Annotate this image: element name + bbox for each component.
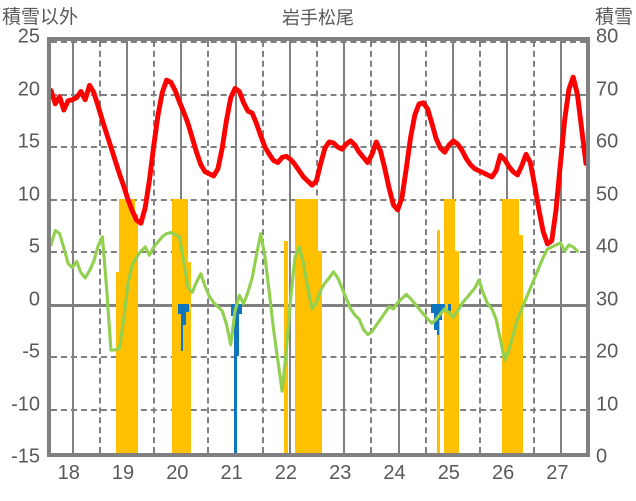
vertical-gridline (370, 41, 373, 453)
vertical-gridline (478, 41, 481, 453)
y-axis-left-tick: 15 (17, 130, 40, 153)
snow-depth-bar (454, 251, 460, 453)
y-axis-left-tick: 20 (17, 78, 40, 100)
snow-depth-bar (295, 198, 319, 453)
snowfall-bar (236, 303, 240, 356)
x-axis-tick: 18 (57, 462, 80, 484)
y-axis-left-tick: -5 (22, 340, 40, 363)
left-axis-header: 積雪以外 (2, 7, 79, 28)
vertical-gridline (343, 41, 346, 453)
snow-depth-bar (318, 251, 323, 453)
snow-depth-bar (436, 230, 440, 453)
y-axis-left-tick: -15 (11, 445, 40, 468)
snowfall-bar (231, 303, 234, 317)
vertical-gridline (424, 41, 427, 453)
snowfall-bar (180, 303, 184, 351)
horizontal-gridline (51, 198, 586, 201)
y-axis-left-tick: 10 (17, 183, 40, 205)
y-axis-right-tick: 20 (596, 340, 619, 363)
red-temperature-line (51, 74, 586, 247)
y-axis-left-tick: -10 (11, 393, 40, 415)
vertical-gridline (71, 41, 74, 453)
plot-area (47, 37, 590, 457)
page-title: 岩手松尾 (282, 8, 354, 28)
snowfall-bar (431, 303, 434, 313)
x-axis-tick: 23 (329, 462, 352, 484)
y-axis-left-tick: 25 (17, 25, 40, 48)
vertical-gridline (98, 41, 101, 453)
y-axis-right-tick: 70 (596, 78, 619, 100)
snow-depth-bar (119, 198, 135, 453)
line-series-layer (51, 74, 586, 393)
y-axis-right-tick: 60 (596, 130, 619, 153)
x-axis-tick: 20 (166, 462, 189, 484)
snowfall-bar (433, 303, 437, 330)
snowfall-bar (233, 303, 237, 453)
y-axis-right-tick: 30 (596, 288, 619, 310)
snowfall-bar (239, 303, 243, 314)
vertical-gridline (207, 41, 210, 453)
horizontal-gridline (51, 93, 586, 96)
snowfall-bar (178, 303, 181, 314)
vertical-gridline (397, 41, 400, 453)
y-axis-left-tick: 0 (28, 288, 40, 310)
x-axis-tick: 21 (220, 462, 243, 484)
snowfall-bar (441, 303, 446, 310)
x-axis-tick: 27 (546, 462, 569, 484)
y-axis-right-tick: 10 (596, 393, 619, 415)
x-axis-tick: 25 (437, 462, 460, 484)
x-axis-tick: 26 (491, 462, 515, 484)
x-axis-tick: 24 (383, 462, 406, 484)
x-axis-tick: 22 (274, 462, 298, 484)
green-series-line (51, 228, 580, 393)
y-axis-left: 25 20 15 10 5 0 -5 -10 -15 (0, 0, 40, 501)
snowfall-bar (448, 303, 452, 311)
y-axis-right-tick: 0 (596, 445, 608, 468)
vertical-gridline (234, 41, 237, 453)
horizontal-gridline (51, 146, 586, 148)
snowfall-bar (183, 303, 187, 325)
snow-depth-bar (187, 261, 192, 453)
vertical-gridline (533, 41, 536, 453)
y-axis-left-tick: 5 (28, 235, 40, 258)
y-axis-right-tick: 80 (596, 25, 619, 48)
snow-depth-bar (444, 198, 455, 453)
y-axis-right-tick: 40 (596, 235, 619, 258)
y-axis-right: 80 70 60 50 40 30 20 10 0 (596, 0, 636, 501)
snowfall-bar (186, 303, 189, 312)
snow-depth-bar (116, 272, 120, 453)
snow-depth-bar (501, 198, 520, 453)
y-axis-right-tick: 50 (596, 183, 619, 205)
plot-inner (51, 41, 586, 453)
right-axis-header: 積雪 (594, 7, 633, 28)
x-axis-tick: 19 (111, 462, 135, 484)
snow-depth-bar (519, 235, 524, 453)
vertical-gridline (288, 41, 291, 453)
horizontal-gridline (51, 41, 586, 43)
x-axis: 18 19 20 21 22 23 24 25 26 27 (0, 462, 636, 500)
snow-depth-bar (134, 214, 138, 453)
